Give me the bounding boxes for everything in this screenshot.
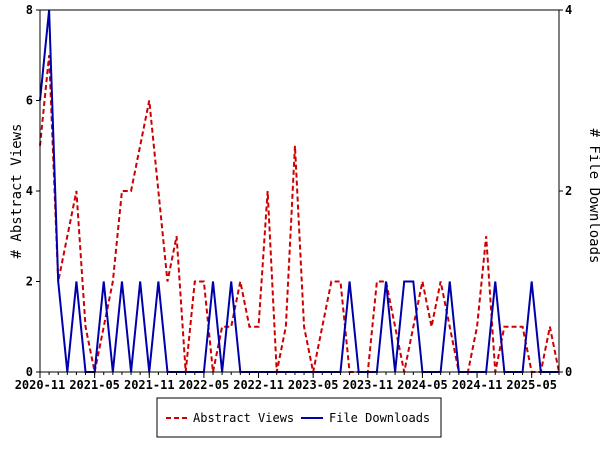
right-axis-title: # File Downloads [586, 129, 600, 264]
x-tick-label: 2023-05 [288, 378, 339, 392]
x-tick-label: 2020-11 [15, 378, 66, 392]
right-axis: 0 2 4 [559, 3, 572, 379]
x-tick-label: 2021-11 [124, 378, 175, 392]
left-axis: 0 2 4 6 8 [26, 3, 40, 379]
right-tick-label: 4 [565, 3, 572, 17]
left-tick-label: 6 [26, 94, 33, 108]
x-tick-label: 2023-11 [343, 378, 394, 392]
left-axis-title: # Abstract Views [9, 124, 25, 259]
x-tick-label: 2024-05 [397, 378, 448, 392]
legend: Abstract Views File Downloads [156, 397, 442, 438]
legend-box [156, 397, 442, 438]
x-tick-label: 2021-05 [69, 378, 120, 392]
x-tick-label: 2025-05 [506, 378, 557, 392]
legend-label-file-downloads: File Downloads [329, 411, 430, 425]
left-tick-label: 4 [26, 184, 33, 198]
left-tick-label: 8 [26, 3, 33, 17]
x-tick-label: 2022-11 [233, 378, 284, 392]
left-tick-label: 0 [26, 365, 33, 379]
x-axis: 2020-11 2021-05 2021-11 2022-05 2022-11 2023-… [15, 372, 560, 392]
x-tick-label: 2024-11 [452, 378, 503, 392]
legend-label-abstract-views: Abstract Views [193, 411, 294, 425]
right-tick-label: 2 [565, 184, 572, 198]
left-tick-label: 2 [26, 275, 33, 289]
series-line-abstract-views [39, 55, 560, 373]
x-tick-label: 2022-05 [179, 378, 230, 392]
right-tick-label: 0 [565, 365, 572, 379]
